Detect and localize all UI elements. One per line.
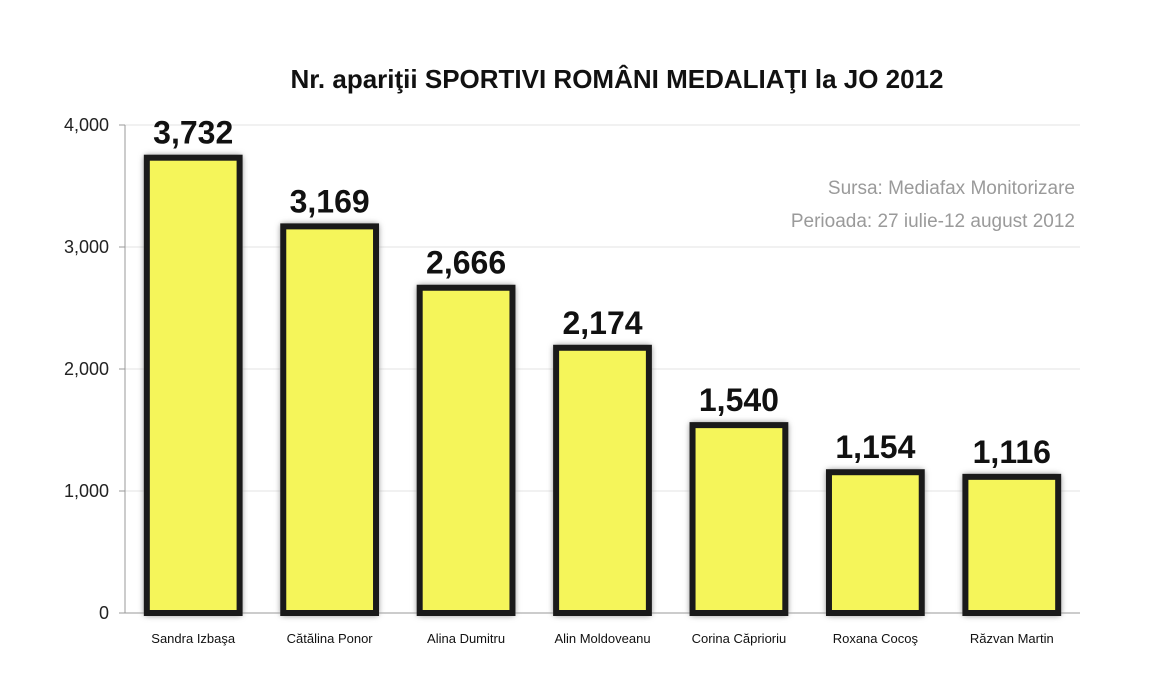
bar bbox=[962, 473, 1062, 616]
category-label: Sandra Izbaşa bbox=[151, 631, 236, 646]
y-tick-label: 3,000 bbox=[64, 237, 109, 257]
bar-value-label: 1,154 bbox=[835, 429, 915, 465]
bars bbox=[143, 154, 1062, 617]
bar bbox=[689, 422, 789, 616]
bar bbox=[143, 154, 243, 616]
category-label: Cătălina Ponor bbox=[287, 631, 374, 646]
bar-value-label: 3,169 bbox=[290, 183, 370, 219]
bar-value-label: 2,174 bbox=[562, 305, 642, 341]
period-note: Perioada: 27 iulie-12 august 2012 bbox=[791, 211, 1075, 232]
bar bbox=[553, 344, 652, 616]
y-axis-ticks: 0 1,000 2,000 3,000 4,000 bbox=[64, 115, 126, 623]
bar bbox=[280, 223, 380, 617]
y-tick-label: 0 bbox=[99, 603, 109, 623]
bar-value-label: 3,732 bbox=[153, 115, 233, 151]
source-note: Sursa: Mediafax Monitorizare bbox=[828, 178, 1075, 199]
value-labels: 3,732 3,169 2,666 2,174 1,540 1,154 1,116 bbox=[153, 115, 1051, 470]
bar-value-label: 1,116 bbox=[973, 434, 1051, 470]
category-label: Corina Căprioriu bbox=[692, 631, 787, 646]
category-label: Răzvan Martin bbox=[970, 631, 1054, 646]
bar bbox=[825, 469, 925, 616]
category-label: Alin Moldoveanu bbox=[554, 631, 650, 646]
bar-value-label: 1,540 bbox=[699, 382, 779, 418]
bar-value-label: 2,666 bbox=[426, 245, 506, 281]
y-tick-label: 2,000 bbox=[64, 359, 109, 379]
category-label: Alina Dumitru bbox=[427, 631, 505, 646]
y-tick-label: 4,000 bbox=[64, 115, 109, 135]
chart-title: Nr. apariţii SPORTIVI ROMÂNI MEDALIAŢI l… bbox=[290, 64, 943, 94]
bar bbox=[416, 284, 516, 616]
x-axis-labels: Sandra Izbaşa Cătălina Ponor Alina Dumitru… bbox=[151, 631, 1053, 646]
y-tick-label: 1,000 bbox=[64, 481, 109, 501]
category-label: Roxana Cocoş bbox=[833, 631, 919, 646]
